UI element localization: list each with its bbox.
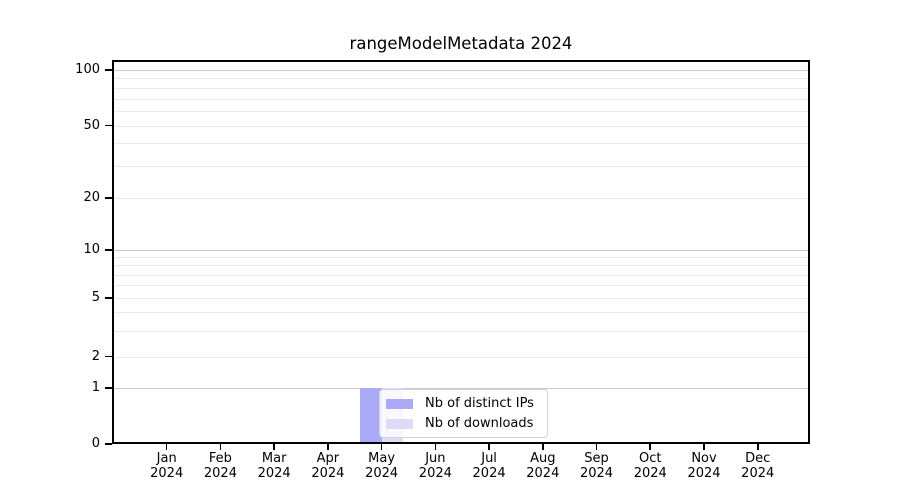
x-tick-label: Oct 2024	[618, 451, 682, 481]
y-tick-label: 100	[75, 62, 100, 77]
x-tick-mark	[380, 444, 383, 450]
gridline-y-minor	[113, 143, 809, 145]
x-tick-label: Jun 2024	[403, 451, 467, 481]
gridline-y-major	[113, 70, 809, 71]
bar-distinct-ips	[360, 388, 382, 443]
x-tick-mark	[165, 444, 168, 450]
x-tick-label-year: 2024	[633, 466, 667, 481]
legend: Nb of distinct IPs Nb of downloads	[379, 389, 548, 438]
x-tick-label-year: 2024	[418, 466, 452, 481]
gridline-y-minor	[113, 285, 809, 287]
x-tick-label-month: Oct	[639, 451, 662, 466]
x-tick-label: Dec 2024	[726, 451, 790, 481]
x-tick-label-month: Dec	[745, 451, 771, 466]
legend-label-downloads: Nb of downloads	[425, 416, 534, 431]
gridline-y-minor	[113, 356, 809, 358]
legend-swatch-downloads	[386, 418, 413, 429]
gridline-y-minor	[113, 198, 809, 199]
x-tick-label-year: 2024	[472, 466, 506, 481]
x-tick-label-year: 2024	[741, 466, 775, 481]
x-tick-label: May 2024	[350, 451, 414, 481]
x-tick-label: Jul 2024	[457, 451, 521, 481]
chart-title: rangeModelMetadata 2024	[349, 34, 573, 53]
y-tick-label: 20	[83, 190, 100, 205]
gridline-y-major	[113, 250, 809, 251]
x-tick-label-year: 2024	[150, 466, 184, 481]
gridline-y-minor	[113, 87, 809, 89]
x-tick-mark	[756, 444, 759, 450]
x-tick-label-month: Sep	[584, 451, 609, 466]
x-tick-label-month: Aug	[530, 451, 556, 466]
x-tick-mark	[434, 444, 437, 450]
plot-area	[112, 60, 810, 444]
x-tick-label-year: 2024	[526, 466, 560, 481]
legend-item-distinct-ips: Nb of distinct IPs	[386, 395, 547, 412]
y-tick-label: 2	[91, 348, 100, 364]
x-tick-label-year: 2024	[579, 466, 614, 481]
y-tick-label: 10	[83, 242, 100, 257]
x-tick-mark	[595, 444, 598, 450]
x-tick-mark	[273, 444, 275, 450]
y-tick-label: 50	[83, 117, 100, 133]
x-tick-label-month: Feb	[208, 451, 232, 466]
legend-item-downloads: Nb of downloads	[386, 415, 547, 432]
y-tick-mark	[105, 355, 112, 358]
plot-spine-top	[112, 60, 810, 62]
gridline-y-major	[113, 388, 809, 389]
gridline-y-minor	[113, 312, 809, 314]
y-tick-mark	[105, 387, 112, 389]
y-tick-mark	[105, 443, 112, 445]
x-tick-label-month: May	[368, 451, 396, 466]
x-tick-label: Nov 2024	[672, 451, 736, 481]
y-tick-label: 1	[91, 380, 100, 395]
y-tick-mark	[105, 197, 112, 199]
x-tick-label-month: Nov	[691, 451, 717, 466]
x-tick-mark	[542, 444, 544, 450]
x-tick-label: Jan 2024	[135, 451, 199, 481]
gridline-y-minor	[113, 265, 809, 267]
y-tick-label: 5	[91, 290, 100, 305]
y-tick-mark	[105, 297, 112, 299]
x-tick-label-year: 2024	[311, 466, 345, 481]
x-tick-label: Feb 2024	[188, 451, 252, 481]
legend-label-distinct-ips: Nb of distinct IPs	[425, 396, 534, 411]
x-tick-mark	[327, 444, 329, 450]
x-tick-label-year: 2024	[257, 466, 291, 481]
x-tick-label-month: Jan	[156, 451, 177, 466]
legend-swatch-distinct-ips	[386, 398, 413, 409]
y-tick-mark	[105, 69, 112, 71]
x-tick-label: Aug 2024	[511, 451, 575, 481]
x-tick-label-year: 2024	[203, 466, 237, 481]
x-tick-mark	[488, 444, 490, 450]
gridline-y-minor	[113, 110, 809, 112]
y-tick-mark	[105, 249, 112, 251]
gridline-y-minor	[113, 330, 809, 332]
x-tick-label-month: Jun	[425, 451, 446, 466]
x-tick-mark	[219, 444, 222, 450]
y-tick-mark	[105, 124, 112, 127]
gridline-y-minor	[113, 125, 809, 127]
x-tick-label-month: Mar	[261, 451, 287, 466]
plot-spine-left	[112, 60, 114, 444]
x-tick-mark	[703, 444, 705, 450]
gridline-y-minor	[113, 165, 809, 167]
gridline-y-minor	[113, 274, 809, 276]
gridline-y-minor	[113, 98, 809, 100]
plot-spine-bottom	[112, 442, 810, 444]
x-tick-label-month: Jul	[481, 451, 497, 466]
x-tick-label-month: Apr	[316, 451, 340, 466]
y-tick-label: 0	[91, 436, 100, 451]
x-tick-mark	[649, 444, 652, 450]
x-tick-label: Sep 2024	[565, 451, 629, 481]
gridline-y-minor	[113, 257, 809, 259]
x-tick-label-year: 2024	[687, 466, 721, 481]
x-tick-label: Mar 2024	[242, 451, 306, 481]
plot-spine-right	[808, 60, 810, 444]
x-tick-label: Apr 2024	[296, 451, 360, 481]
gridline-y-minor	[113, 78, 809, 80]
gridline-y-minor	[113, 298, 809, 299]
x-tick-label-year: 2024	[365, 466, 399, 481]
